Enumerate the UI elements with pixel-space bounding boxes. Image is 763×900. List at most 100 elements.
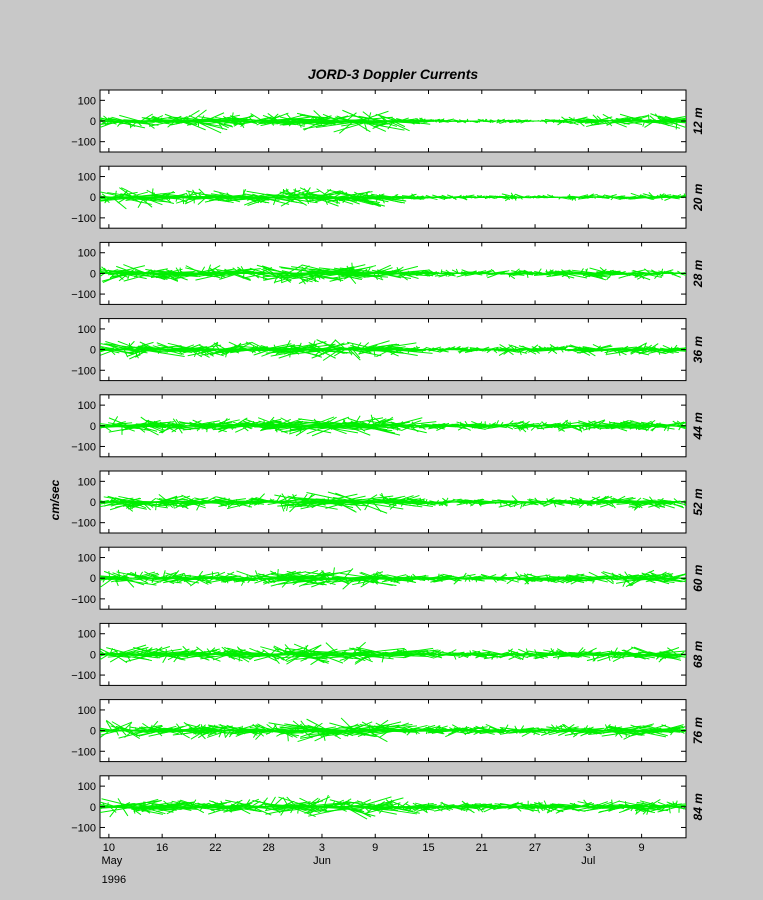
- stick: [517, 196, 530, 199]
- stick: [655, 501, 673, 505]
- depth-label: 52 m: [691, 488, 705, 516]
- stick: [285, 647, 332, 655]
- stick: [273, 646, 284, 655]
- stick: [110, 725, 126, 732]
- stick: [235, 425, 250, 433]
- stick: [526, 273, 529, 278]
- stick: [389, 270, 394, 274]
- stick: [154, 194, 186, 198]
- stick: [411, 501, 421, 504]
- stick: [425, 653, 435, 658]
- stick: [256, 119, 292, 122]
- stick: [453, 654, 457, 660]
- stick: [589, 730, 612, 734]
- stick: [459, 119, 461, 122]
- stick: [351, 641, 366, 655]
- stick: [647, 114, 650, 122]
- stick: [386, 574, 403, 579]
- stick: [675, 118, 686, 122]
- stick: [498, 501, 521, 508]
- stick: [207, 730, 220, 737]
- stick: [242, 273, 245, 279]
- stick: [194, 196, 216, 199]
- stick: [310, 416, 335, 427]
- stick: [413, 349, 425, 351]
- stick: [242, 189, 245, 198]
- stick: [202, 120, 231, 125]
- stick: [100, 577, 119, 581]
- stick: [497, 119, 509, 122]
- stick: [514, 425, 530, 430]
- stick: [541, 195, 547, 198]
- stick: [220, 501, 231, 506]
- stick: [451, 423, 468, 427]
- stick: [135, 423, 162, 427]
- stick: [172, 571, 179, 579]
- stick: [378, 501, 397, 507]
- stick: [417, 425, 430, 427]
- stick: [574, 730, 598, 735]
- stick: [245, 272, 267, 279]
- stick: [442, 653, 463, 655]
- stick: [148, 120, 175, 127]
- stick: [350, 119, 382, 122]
- series-76m: [100, 717, 686, 743]
- stick: [352, 577, 383, 586]
- stick: [486, 501, 520, 504]
- stick: [305, 347, 332, 351]
- stick: [599, 425, 640, 429]
- stick: [298, 420, 353, 427]
- stick: [667, 425, 670, 432]
- y-tick-label: 100: [78, 95, 96, 107]
- stick: [458, 653, 468, 659]
- stick: [423, 501, 449, 505]
- stick: [347, 349, 353, 356]
- stick: [473, 730, 510, 733]
- stick: [202, 653, 221, 662]
- stick: [152, 651, 165, 655]
- stick: [358, 115, 384, 122]
- stick: [461, 347, 467, 351]
- stick: [571, 269, 599, 274]
- stick: [262, 425, 298, 430]
- stick: [351, 120, 392, 123]
- stick: [650, 349, 661, 353]
- stick: [437, 653, 451, 657]
- stick: [100, 728, 118, 732]
- stick: [262, 268, 291, 274]
- stick: [153, 195, 180, 198]
- stick: [498, 195, 512, 198]
- stick: [370, 730, 398, 736]
- stick: [436, 499, 440, 503]
- stick: [124, 577, 135, 588]
- y-tick-label: 100: [78, 324, 96, 336]
- stick: [262, 272, 312, 278]
- stick: [251, 424, 300, 427]
- stick: [260, 646, 289, 655]
- stick: [150, 574, 163, 579]
- y-tick-label: 0: [90, 268, 96, 280]
- stick: [429, 425, 452, 429]
- stick: [293, 723, 302, 731]
- stick: [363, 425, 396, 434]
- stick: [274, 421, 313, 427]
- stick: [300, 501, 332, 510]
- stick: [534, 497, 539, 503]
- stick: [137, 196, 145, 209]
- stick: [647, 423, 675, 427]
- stick: [362, 425, 385, 431]
- stick: [583, 727, 608, 732]
- stick: [119, 652, 145, 655]
- stick: [619, 577, 637, 581]
- stick: [672, 272, 679, 276]
- stick: [192, 653, 210, 661]
- stick: [342, 109, 368, 122]
- stick: [382, 651, 406, 655]
- stick: [540, 728, 559, 732]
- panel-1: 100 0 −100 20 m: [71, 165, 705, 229]
- stick: [525, 578, 529, 585]
- stick: [499, 120, 508, 125]
- stick: [572, 730, 582, 738]
- stick: [657, 499, 677, 503]
- stick: [585, 425, 588, 430]
